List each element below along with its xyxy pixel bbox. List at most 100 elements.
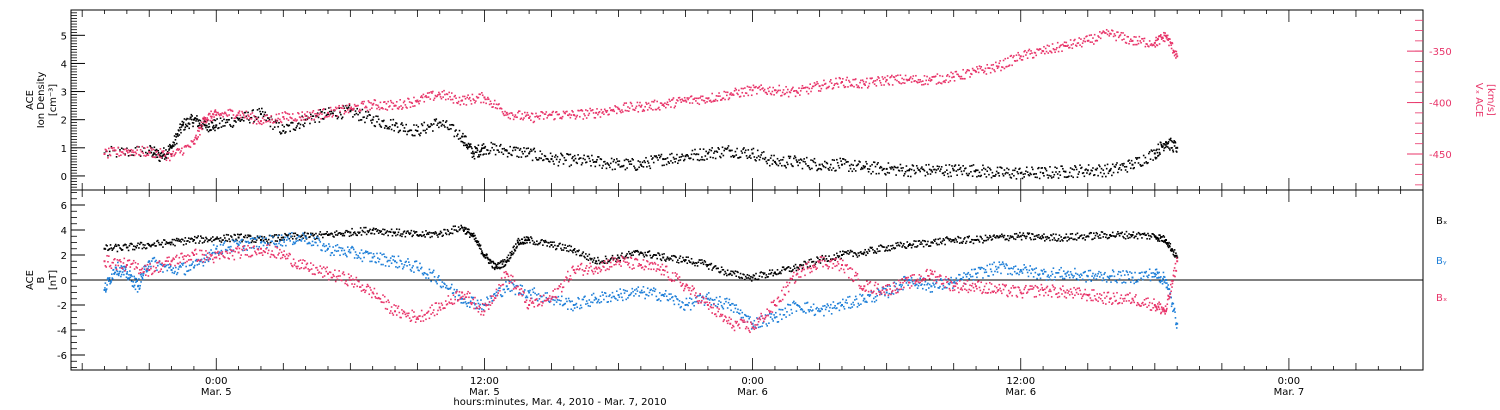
density-trace-dot [659,155,662,158]
by-trace-dot [297,235,300,238]
bx-trace-dot [573,247,576,250]
bx-trace-dot [885,249,887,251]
density-trace-dot [320,111,322,113]
bx-trace-dot [837,256,840,259]
density-trace-dot [943,174,946,177]
velocity-trace-dot [654,108,657,111]
bx-trace-dot [495,263,497,266]
density-trace-dot [717,147,720,149]
velocity-trace-dot [874,79,877,82]
velocity-trace-dot [619,110,622,113]
density-trace-dot [642,166,645,168]
density-trace-dot [172,144,174,146]
velocity-trace-dot [256,117,259,120]
bx-trace-dot [182,243,185,246]
velocity-trace-dot [469,99,472,102]
bx-trace-dot [428,231,431,234]
density-trace-dot [224,125,226,127]
density-trace-dot [811,159,814,162]
velocity-trace-dot [806,86,809,89]
density-trace-dot [289,130,291,133]
bx-trace-dot [474,234,476,237]
density-trace-dot [370,119,372,122]
velocity-trace-dot [744,92,747,94]
velocity-point [706,97,709,100]
bx-trace-dot [1146,237,1148,240]
by-trace-dot [497,289,499,292]
velocity-trace-dot [303,118,305,121]
velocity-trace-dot [301,111,304,113]
density-trace-dot [1175,147,1177,149]
by-trace-dot [224,248,227,251]
velocity-trace-dot [1114,34,1117,37]
bx-trace-dot [104,248,107,250]
bx-trace-dot [390,228,393,231]
density-trace-dot [161,157,163,159]
by-trace-dot [412,265,414,267]
density-trace-dot [1138,156,1141,159]
bx-trace-dot [1052,233,1055,235]
velocity-trace-dot [868,82,871,85]
density-trace-dot [626,167,628,169]
by-trace-dot [499,294,502,296]
bx-trace-dot [609,258,612,260]
bx-trace-dot [927,240,929,243]
velocity-trace-dot [293,119,296,122]
by-trace-dot [203,257,206,260]
bx-trace-dot [311,232,314,235]
velocity-trace-dot [799,94,801,96]
density-trace-dot [769,157,772,159]
density-trace-dot [248,119,250,121]
velocity-trace-dot [891,74,893,77]
by-trace-dot [116,273,118,276]
bx-trace-dot [539,241,542,244]
by-point [282,239,285,241]
by-trace-dot [322,243,325,245]
velocity-trace-dot [1163,31,1165,34]
density-trace-dot [1133,166,1136,169]
bx-trace-dot [431,235,433,238]
by-trace-dot [548,301,551,304]
bx-trace-dot [873,250,876,252]
density-trace-dot [612,160,615,163]
by-trace-dot [775,316,778,318]
density-trace-dot [1058,170,1061,173]
velocity-trace-dot [591,109,593,112]
density-trace-dot [428,126,431,128]
velocity-tick-label: -450 [1429,150,1452,161]
velocity-axis-ticks: -350-400-450 [1407,19,1452,186]
by-trace-dot [239,242,242,244]
bx-trace-dot [519,241,522,244]
velocity-trace-dot [406,107,408,109]
velocity-trace-dot [218,113,220,116]
density-trace-dot [696,158,699,161]
by-trace-dot [144,265,147,268]
by-trace-dot [298,235,301,237]
density-trace-dot [1082,172,1085,174]
by-trace-dot [619,288,622,290]
bx-trace-dot [571,250,573,252]
velocity-trace-dot [1157,38,1160,41]
by-trace-dot [432,269,435,272]
bx-trace-dot [819,262,822,264]
velocity-trace-dot [923,75,926,77]
by-trace-dot [265,237,267,240]
by-trace-dot [242,249,244,252]
by-trace-dot [115,267,117,269]
bx-trace-dot [628,253,631,255]
by-trace-dot [368,252,371,254]
bx-trace-dot [948,239,951,242]
velocity-trace-dot [413,96,415,99]
density-point [159,155,162,158]
bx-trace-dot [683,259,685,261]
velocity-point [371,103,374,106]
by-trace-dot [601,291,603,294]
by-trace-dot [692,301,695,304]
density-trace-dot [435,118,438,120]
bx-trace-dot [462,227,464,229]
bx-trace-dot [421,231,424,233]
bx-trace-dot [1015,232,1018,235]
velocity-trace-dot [606,109,609,112]
bx-trace-dot [551,241,554,244]
velocity-point [394,104,397,107]
